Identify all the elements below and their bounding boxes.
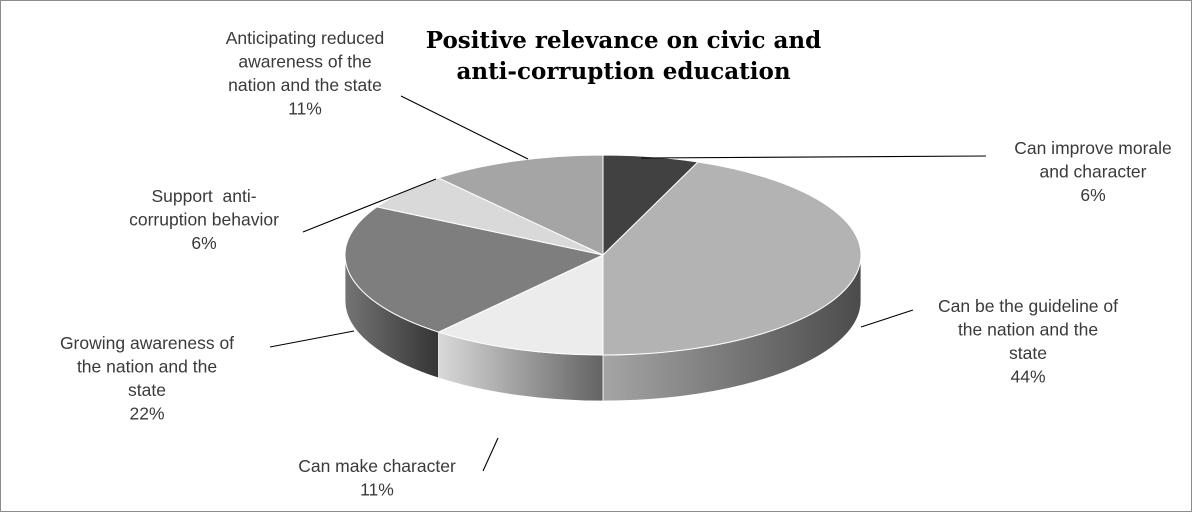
leader-line-2 [860, 309, 914, 328]
leader-line-4 [269, 330, 355, 348]
pie-slice-4 [344, 206, 605, 333]
slice-label-3: Can make character 11% [298, 456, 456, 500]
chart-title: Positive relevance on civic and anti-cor… [425, 27, 822, 85]
leader-line-6 [400, 95, 529, 160]
leader-line-3 [482, 437, 499, 472]
pie-slice-6 [437, 154, 604, 256]
slice-label-6: Anticipating reduced awareness of the nati… [226, 28, 385, 119]
leader-line-5 [302, 178, 437, 233]
pie-slice-2 [602, 161, 862, 356]
slice-label-5: Support anti-corruption behavior 6% [129, 186, 279, 253]
slice-label-1: Can improve morale and character 6% [1014, 138, 1172, 205]
pie-slice-3 [437, 254, 604, 356]
leader-line-1 [640, 155, 987, 159]
slice-label-2: Can be the guideline of the nation and th… [938, 296, 1118, 387]
slice-label-4: Growing awareness of the nation and the st… [60, 333, 234, 424]
